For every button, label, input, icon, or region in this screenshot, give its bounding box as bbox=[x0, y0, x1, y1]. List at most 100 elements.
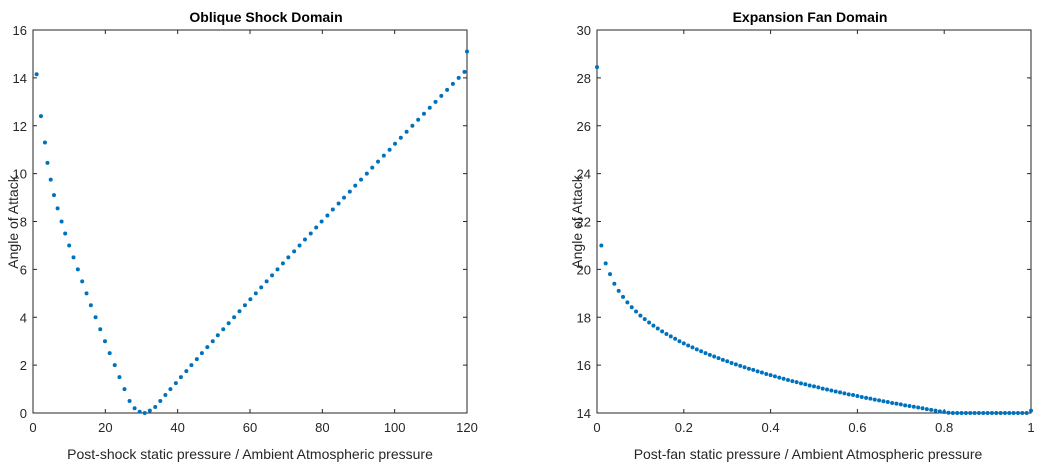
data-point bbox=[259, 285, 264, 290]
data-point bbox=[825, 387, 830, 392]
data-point bbox=[603, 261, 608, 266]
data-point bbox=[450, 81, 455, 86]
data-point bbox=[829, 388, 834, 393]
data-point bbox=[794, 380, 799, 385]
data-point bbox=[178, 375, 183, 380]
y-tick-label: 22 bbox=[577, 215, 591, 230]
data-point bbox=[833, 389, 838, 394]
y-tick-label: 28 bbox=[577, 71, 591, 86]
data-point bbox=[173, 381, 178, 386]
y-tick-label: 14 bbox=[577, 406, 591, 421]
data-point bbox=[1011, 411, 1016, 415]
data-point bbox=[725, 359, 730, 364]
data-point bbox=[686, 343, 691, 348]
axis-ticks: 0 20 40 60 80 100 120 0 2 4 6 8 10 12 14 16 bbox=[13, 23, 478, 435]
data-point bbox=[127, 399, 132, 404]
data-point bbox=[248, 297, 253, 302]
y-tick-label: 10 bbox=[13, 167, 27, 182]
data-point bbox=[347, 189, 352, 194]
data-point bbox=[308, 231, 313, 236]
data-point bbox=[864, 395, 869, 400]
axes-frame bbox=[32, 29, 468, 414]
data-point bbox=[297, 243, 302, 248]
data-point bbox=[759, 370, 764, 375]
data-point bbox=[890, 400, 895, 405]
data-point bbox=[950, 411, 955, 415]
data-point bbox=[456, 75, 461, 80]
data-point bbox=[433, 99, 438, 104]
data-point bbox=[168, 387, 173, 392]
data-point bbox=[75, 267, 80, 272]
data-point bbox=[903, 403, 908, 408]
data-point bbox=[42, 140, 47, 145]
axes-frame bbox=[596, 29, 1032, 414]
data-point bbox=[937, 409, 942, 414]
data-point bbox=[634, 309, 639, 314]
data-point bbox=[816, 385, 821, 390]
data-point bbox=[359, 177, 364, 182]
data-point bbox=[838, 390, 843, 395]
data-point bbox=[189, 363, 194, 368]
data-point bbox=[681, 341, 686, 346]
data-point bbox=[353, 183, 358, 188]
data-point bbox=[872, 397, 877, 402]
data-point bbox=[226, 321, 231, 326]
data-point bbox=[924, 407, 929, 412]
data-point bbox=[790, 379, 795, 384]
x-tick-label: 80 bbox=[315, 420, 329, 435]
data-points bbox=[34, 49, 469, 415]
y-tick-label: 2 bbox=[20, 358, 27, 373]
data-point bbox=[664, 332, 669, 337]
data-point bbox=[699, 349, 704, 354]
data-point bbox=[445, 87, 450, 92]
data-point bbox=[410, 123, 415, 128]
data-point bbox=[264, 279, 269, 284]
data-point bbox=[330, 207, 335, 212]
data-point bbox=[885, 399, 890, 404]
data-point bbox=[67, 243, 72, 248]
data-point bbox=[194, 357, 199, 362]
y-tick-label: 16 bbox=[577, 358, 591, 373]
data-point bbox=[751, 367, 756, 372]
data-point bbox=[894, 401, 899, 406]
data-point bbox=[851, 393, 856, 398]
data-point bbox=[968, 411, 973, 415]
y-tick-label: 12 bbox=[13, 119, 27, 134]
data-point bbox=[112, 363, 117, 368]
data-points bbox=[595, 65, 1033, 415]
x-axis-label: Post-fan static pressure / Ambient Atmos… bbox=[634, 446, 983, 462]
data-point bbox=[292, 249, 297, 254]
data-point bbox=[595, 65, 599, 70]
y-tick-label: 16 bbox=[13, 23, 27, 38]
data-point bbox=[638, 313, 643, 318]
y-tick-label: 18 bbox=[577, 310, 591, 325]
data-point bbox=[855, 394, 860, 399]
data-point bbox=[427, 105, 432, 110]
data-point bbox=[45, 160, 50, 165]
data-point bbox=[963, 411, 968, 415]
y-tick-label: 26 bbox=[577, 119, 591, 134]
data-point bbox=[694, 347, 699, 352]
data-point bbox=[959, 411, 964, 415]
y-tick-label: 0 bbox=[20, 406, 27, 421]
data-point bbox=[677, 339, 682, 344]
data-point bbox=[942, 410, 947, 415]
data-point bbox=[465, 49, 469, 54]
data-point bbox=[215, 333, 220, 338]
data-point bbox=[777, 375, 782, 380]
data-point bbox=[1024, 411, 1029, 415]
data-point bbox=[1020, 411, 1025, 415]
data-point bbox=[199, 351, 204, 356]
data-point bbox=[142, 411, 147, 415]
y-axis-label: Angle of Attack bbox=[569, 174, 585, 268]
data-point bbox=[868, 396, 873, 401]
data-point bbox=[237, 309, 242, 314]
data-point bbox=[393, 141, 398, 146]
data-point bbox=[342, 195, 347, 200]
data-point bbox=[629, 305, 634, 310]
data-point bbox=[51, 193, 56, 198]
data-point bbox=[768, 373, 773, 378]
data-point bbox=[746, 366, 751, 371]
data-point bbox=[690, 345, 695, 350]
data-point bbox=[370, 165, 375, 170]
